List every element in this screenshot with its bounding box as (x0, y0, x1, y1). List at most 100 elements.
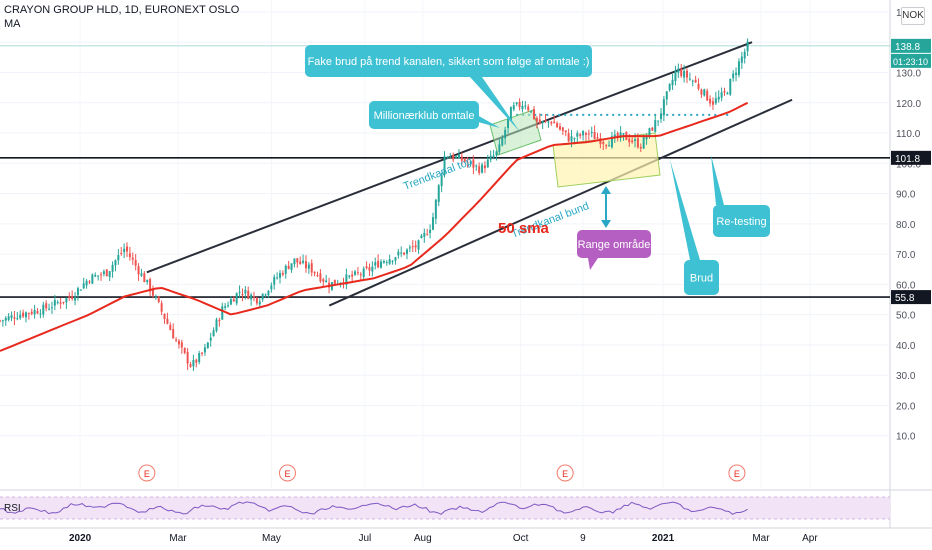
candle-body (10, 315, 13, 318)
candle-body (735, 72, 738, 75)
candle-body (359, 274, 362, 276)
level-price-tag (891, 150, 931, 165)
brud-callout[interactable]: Brud (670, 160, 719, 295)
candle-body (53, 300, 56, 306)
candle-body (322, 279, 325, 282)
price-axis[interactable]: 150.0140.0130.0120.0110.0100.090.080.070… (891, 8, 931, 443)
candle-body (400, 252, 403, 254)
earnings-marker[interactable] (278, 464, 296, 482)
currency-button[interactable]: NOK (901, 7, 925, 25)
candle-body (111, 264, 114, 272)
candle-body (310, 263, 313, 273)
candle-body (123, 248, 126, 253)
candle-body (411, 246, 414, 248)
candle-body (567, 133, 570, 142)
countdown-tag (891, 53, 931, 68)
candle-body (634, 139, 637, 141)
channel-bottom-line[interactable] (328, 98, 793, 307)
x-tick-label: 2020 (69, 533, 92, 544)
retest-callout[interactable]: Re-testing (711, 155, 770, 237)
y-tick-label: 50.0 (896, 311, 916, 322)
candle-body (489, 155, 492, 160)
candle-body (348, 275, 351, 277)
candle-body (299, 261, 302, 265)
millionaer-callout[interactable]: Millionærklub omtale (369, 101, 500, 129)
candle-body (186, 351, 189, 364)
candle-body (313, 271, 316, 274)
y-tick-label: 80.0 (896, 220, 916, 231)
candle-body (212, 330, 215, 337)
candle-body (515, 102, 518, 105)
indicator-label: MA (4, 18, 21, 30)
candle-body (13, 317, 16, 319)
x-tick-label: Mar (169, 533, 187, 544)
candle-body (30, 311, 33, 314)
plot-area[interactable] (0, 0, 890, 490)
candle-body (677, 68, 680, 73)
candle-body (694, 79, 697, 83)
earnings-marker[interactable] (728, 464, 746, 482)
candle-body (221, 306, 224, 320)
candle-body (316, 275, 319, 277)
candle-body (160, 303, 163, 312)
candle-body (218, 320, 221, 322)
candle-body (645, 137, 648, 140)
candle-body (602, 142, 605, 144)
candle-body (146, 279, 149, 283)
fake-break-callout[interactable]: Fake brud på trend kanalen, sikkert som … (305, 45, 592, 132)
candle-body (501, 137, 504, 146)
candle-body (662, 99, 665, 116)
candle-body (261, 293, 264, 300)
earnings-marker[interactable] (556, 464, 574, 482)
candle-body (582, 131, 585, 136)
candle-body (270, 285, 273, 290)
candle-body (307, 264, 310, 269)
candle-body (622, 133, 625, 135)
candle-body (180, 342, 183, 348)
range-callout[interactable]: Range område (577, 230, 651, 270)
y-tick-label: 30.0 (896, 371, 916, 382)
candle-body (154, 296, 157, 298)
candle-body (1, 320, 4, 322)
fake-break-callout-text: Fake brud på trend kanalen, sikkert som … (308, 56, 590, 68)
y-tick-label: 130.0 (896, 68, 921, 79)
range-arrow-head-up (601, 186, 611, 194)
candle-body (440, 175, 443, 187)
candle-body (33, 309, 36, 315)
earnings-marker[interactable] (138, 464, 156, 482)
candle-body (244, 289, 247, 294)
candle-body (175, 339, 178, 341)
x-tick-label: 9 (580, 533, 586, 544)
candle-body (293, 258, 296, 265)
candle-body (232, 299, 235, 302)
candle-body (48, 308, 51, 310)
candle-body (723, 90, 726, 93)
candle-body (486, 159, 489, 168)
candle-body (685, 70, 688, 78)
candle-body (71, 296, 74, 299)
candle-body (521, 105, 524, 110)
candle-body (267, 290, 270, 296)
candle-body (706, 90, 709, 101)
candle-body (590, 132, 593, 134)
candle-body (238, 291, 241, 293)
candle-body (483, 165, 486, 169)
candle-body (674, 70, 677, 82)
time-axis[interactable]: 2020 Mar May Jul Aug Oct 9 2021 Mar Apr (69, 533, 818, 544)
candle-body (639, 147, 642, 149)
candle-body (4, 317, 7, 321)
candle-body (117, 255, 120, 261)
candle-body (215, 319, 218, 331)
candle-body (564, 130, 567, 133)
retest-callout-tail (711, 155, 724, 205)
candle-body (345, 274, 348, 285)
candle-body (680, 69, 683, 77)
candle-body (504, 129, 507, 139)
candle-body (463, 158, 466, 162)
candle-body (385, 261, 388, 263)
candle-body (732, 73, 735, 79)
candle-body (250, 294, 253, 300)
candle-body (700, 89, 703, 95)
candle-body (683, 70, 686, 78)
